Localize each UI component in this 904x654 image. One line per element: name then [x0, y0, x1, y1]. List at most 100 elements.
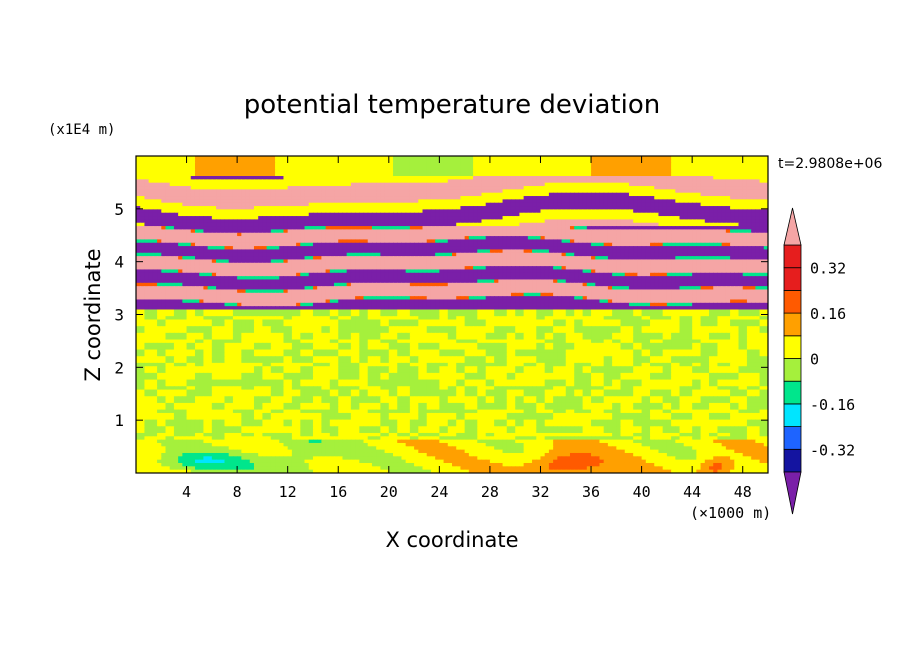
- contour-cell: [569, 256, 575, 261]
- contour-cell: [409, 159, 415, 164]
- contour-cell: [540, 222, 546, 227]
- contour-cell: [397, 229, 403, 234]
- contour-cell: [692, 209, 697, 214]
- contour-cell: [713, 219, 719, 224]
- contour-cell: [565, 172, 571, 177]
- contour-cell: [169, 229, 175, 234]
- contour-cell: [561, 189, 567, 194]
- contour-cell: [658, 259, 664, 264]
- contour-cell: [249, 169, 255, 174]
- contour-cell: [616, 166, 622, 170]
- contour-cell: [371, 186, 377, 190]
- contour-cell: [544, 252, 550, 257]
- contour-cell: [473, 262, 478, 267]
- contour-cell: [237, 252, 242, 257]
- contour-cell: [338, 219, 344, 224]
- contour-cell: [144, 252, 150, 257]
- contour-cell: [291, 229, 297, 234]
- contour-cell: [173, 199, 179, 204]
- contour-cell: [363, 236, 369, 241]
- contour-cell: [502, 186, 508, 190]
- contour-cell: [241, 266, 247, 271]
- contour-cell: [628, 249, 634, 254]
- contour-cell: [574, 182, 579, 187]
- contour-cell: [224, 246, 230, 251]
- contour-cell: [258, 259, 263, 264]
- contour-cell: [603, 179, 609, 184]
- contour-cell: [709, 179, 714, 184]
- contour-cell: [494, 189, 499, 194]
- contour-cell: [725, 169, 731, 174]
- contour-cell: [308, 206, 314, 210]
- contour-cell: [709, 172, 714, 177]
- contour-cell: [666, 232, 672, 237]
- contour-cell: [666, 199, 672, 204]
- contour-cell: [620, 202, 626, 207]
- contour-cell: [565, 259, 571, 264]
- contour-cell: [464, 169, 470, 174]
- contour-cell: [338, 252, 344, 257]
- contour-cell: [532, 242, 537, 247]
- contour-cell: [725, 226, 731, 231]
- contour-cell: [502, 239, 508, 244]
- contour-cell: [612, 242, 617, 247]
- contour-cell: [355, 162, 360, 167]
- contour-cell: [418, 186, 424, 190]
- contour-cell: [654, 252, 660, 257]
- contour-cell: [481, 232, 487, 237]
- contour-cell: [422, 169, 428, 174]
- contour-cell: [730, 156, 735, 160]
- contour-cell: [645, 182, 651, 187]
- contour-cell: [157, 202, 162, 207]
- contour-cell: [452, 249, 457, 254]
- contour-cell: [464, 249, 470, 254]
- contour-cell: [654, 192, 660, 197]
- contour-cell: [321, 192, 327, 197]
- contour-cell: [578, 162, 584, 167]
- contour-cell: [662, 209, 668, 214]
- contour-cell: [414, 159, 419, 164]
- contour-cell: [165, 192, 171, 197]
- contour-cell: [270, 176, 276, 180]
- contour-cell: [384, 222, 390, 227]
- contour-cell: [203, 239, 209, 244]
- contour-cell: [700, 252, 706, 257]
- contour-cell: [148, 186, 154, 190]
- contour-cell: [220, 162, 226, 167]
- contour-cell: [182, 196, 188, 200]
- contour-cell: [527, 256, 533, 261]
- contour-cell: [304, 166, 310, 170]
- contour-cell: [342, 156, 348, 160]
- contour-cell: [194, 252, 200, 257]
- contour-cell: [481, 182, 487, 187]
- contour-cell: [224, 229, 230, 234]
- contour-cell: [536, 206, 542, 210]
- contour-cell: [291, 242, 297, 247]
- contour-cell: [557, 252, 563, 257]
- contour-cell: [502, 236, 508, 241]
- contour-cell: [452, 236, 457, 241]
- contour-cell: [725, 196, 731, 200]
- contour-cell: [296, 156, 301, 160]
- contour-cell: [380, 159, 386, 164]
- contour-cell: [616, 222, 622, 227]
- contour-cell: [317, 196, 322, 200]
- contour-cell: [371, 172, 377, 177]
- contour-cell: [464, 166, 470, 170]
- contour-cell: [730, 169, 735, 174]
- contour-cell: [140, 219, 146, 224]
- contour-cell: [363, 189, 369, 194]
- contour-cell: [270, 172, 276, 177]
- contour-cell: [346, 206, 352, 210]
- contour-cell: [304, 202, 310, 207]
- contour-cell: [603, 222, 609, 227]
- contour-cell: [662, 196, 668, 200]
- contour-cell: [519, 219, 525, 224]
- contour-cell: [443, 262, 449, 267]
- contour-cell: [443, 212, 449, 217]
- contour-cell: [582, 239, 588, 244]
- contour-cell: [603, 166, 609, 170]
- contour-cell: [376, 239, 381, 244]
- contour-cell: [523, 159, 529, 164]
- contour-cell: [586, 209, 592, 214]
